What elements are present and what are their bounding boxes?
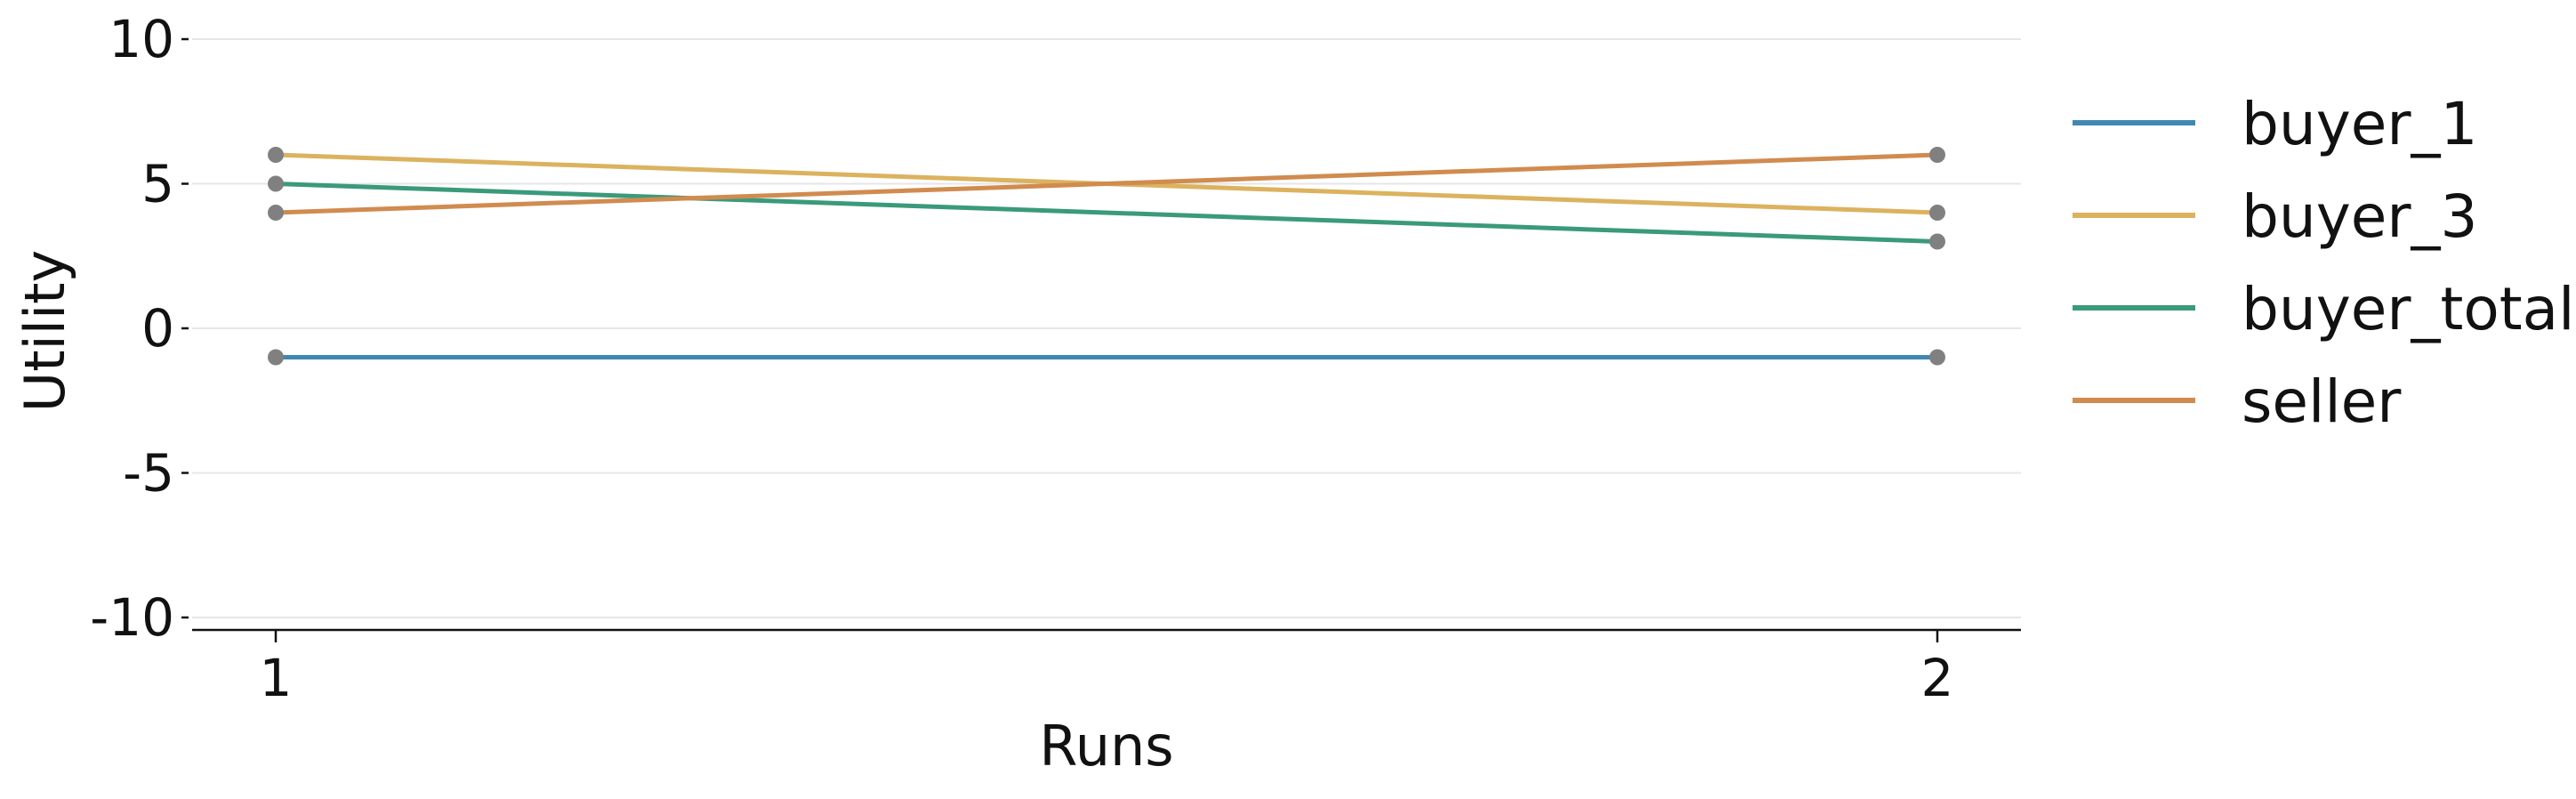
x-tick-label: 2 [1921, 648, 1954, 708]
series-lines [273, 152, 1940, 359]
data-point-buyer_total [268, 175, 284, 192]
data-point-buyer_1 [1929, 349, 1945, 366]
legend-item-seller: seller [2073, 367, 2402, 436]
data-point-buyer_3 [268, 147, 284, 163]
legend-item-buyer_total: buyer_total [2073, 275, 2574, 343]
y-axis: 10 5 0 -5 -10 [90, 9, 189, 648]
data-point-seller [268, 205, 284, 221]
x-tick-label: 1 [260, 648, 293, 708]
legend-label: buyer_1 [2242, 90, 2478, 158]
x-axis-label: Runs [1039, 714, 1173, 779]
y-tick-label: 5 [141, 154, 174, 214]
y-tick-label: -5 [123, 443, 174, 504]
series-line-buyer_total [273, 182, 1940, 244]
y-tick-label: -10 [90, 587, 174, 648]
legend-label: buyer_3 [2242, 182, 2478, 251]
data-point-buyer_3 [1929, 205, 1945, 221]
data-point-seller [1929, 147, 1945, 163]
legend-label: seller [2242, 367, 2402, 436]
data-point-buyer_1 [268, 349, 284, 366]
legend-item-buyer_3: buyer_3 [2073, 182, 2478, 251]
y-tick-label: 0 [141, 298, 174, 359]
legend-item-buyer_1: buyer_1 [2073, 90, 2478, 158]
y-axis-label: Utility [12, 250, 77, 412]
data-point-buyer_total [1929, 233, 1945, 250]
y-tick-label: 10 [109, 9, 174, 69]
data-points [268, 147, 1945, 366]
gridlines [192, 38, 2021, 618]
legend-label: buyer_total [2242, 275, 2574, 343]
series-line-seller [273, 152, 1940, 215]
